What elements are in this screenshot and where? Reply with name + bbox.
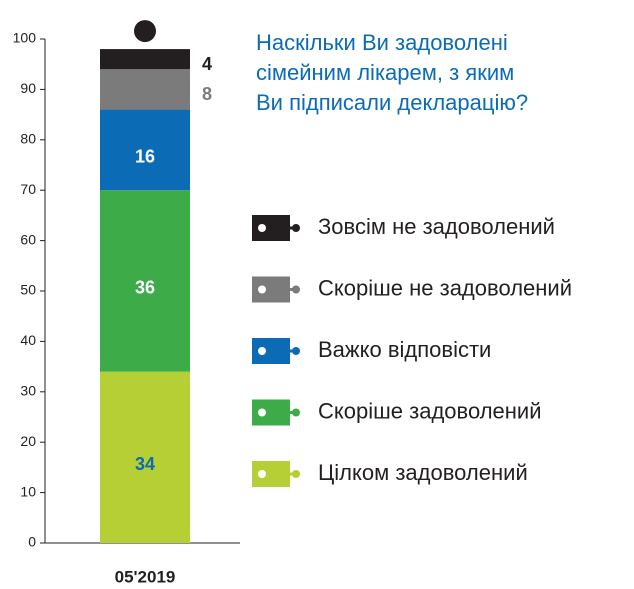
- bar-segment: [100, 69, 190, 110]
- y-tick-label: 0: [28, 534, 36, 550]
- y-tick-label: 50: [20, 282, 36, 298]
- legend-swatch: [252, 399, 290, 426]
- bar-segment: [100, 371, 190, 543]
- y-tick-label: 60: [20, 231, 36, 247]
- legend-label: Скоріше не задоволений: [318, 275, 572, 300]
- data-label: 4: [202, 54, 212, 74]
- legend-label: Зовсім не задоволений: [318, 214, 555, 239]
- legend-swatch: [252, 338, 290, 364]
- y-tick-label: 10: [20, 483, 36, 499]
- data-label: 8: [202, 84, 212, 104]
- y-tick-label: 100: [13, 30, 37, 46]
- bar-segment: [100, 190, 190, 372]
- data-label: 36: [135, 278, 155, 298]
- legend-label: Скоріше задоволений: [318, 398, 542, 423]
- y-tick-label: 70: [20, 181, 36, 197]
- x-tick-label: 05'2019: [115, 567, 176, 586]
- y-tick-label: 30: [20, 383, 36, 399]
- data-label: 16: [135, 147, 155, 167]
- puzzle-knob: [134, 20, 156, 43]
- y-tick-label: 40: [20, 332, 36, 348]
- legend-label: Цілком задоволений: [318, 460, 528, 485]
- y-tick-label: 80: [20, 131, 36, 147]
- legend-hole: [258, 224, 266, 232]
- legend-hole: [258, 408, 266, 417]
- legend-swatch: [252, 215, 290, 241]
- y-tick-label: 90: [20, 80, 36, 96]
- legend-swatch: [252, 276, 290, 303]
- legend-hole: [258, 285, 266, 294]
- y-tick-label: 20: [20, 433, 36, 449]
- bar-segment: [100, 109, 190, 191]
- chart-title: Наскільки Ви задоволені сімейним лікарем…: [256, 30, 529, 115]
- legend-hole: [258, 470, 266, 478]
- legend-label: Важко відповісти: [318, 337, 491, 362]
- bar-segment: [100, 49, 190, 70]
- legend-swatch: [252, 461, 290, 487]
- data-label: 34: [135, 454, 155, 474]
- legend-hole: [258, 347, 266, 355]
